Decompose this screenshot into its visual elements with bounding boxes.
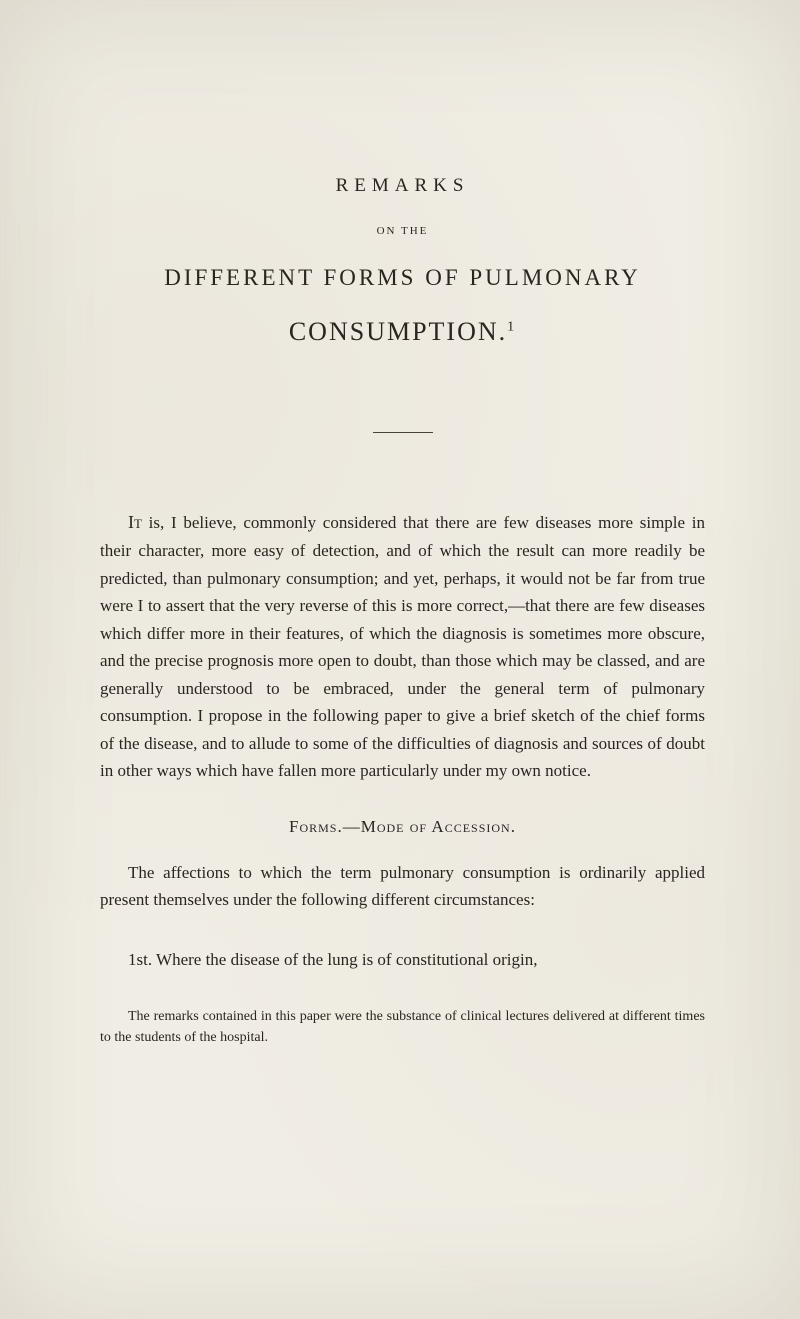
paragraph-1: It is, I believe, commonly considered th… [100, 508, 705, 785]
title-remarks: REMARKS [100, 175, 705, 197]
page-content: REMARKS ON THE DIFFERENT FORMS OF PULMON… [0, 0, 800, 1108]
title-block: REMARKS ON THE DIFFERENT FORMS OF PULMON… [100, 175, 705, 347]
title-main: DIFFERENT FORMS OF PULMONARY [100, 265, 705, 291]
consumption-text: CONSUMPTION. [289, 317, 507, 346]
footnote-marker: 1 [507, 319, 516, 334]
paragraph-3: 1st. Where the disease of the lung is of… [100, 946, 705, 974]
section-heading: Forms.—Mode of Accession. [100, 817, 705, 837]
footnote-text: The remarks contained in this paper were… [100, 1006, 705, 1048]
first-word: It [128, 512, 142, 532]
horizontal-divider [373, 432, 433, 433]
paragraph-2: The affections to which the term pulmona… [100, 859, 705, 914]
paragraph-1-text: is, I believe, commonly considered that … [100, 513, 705, 780]
title-consumption: CONSUMPTION.1 [100, 317, 705, 347]
title-on-the: ON THE [100, 225, 705, 237]
